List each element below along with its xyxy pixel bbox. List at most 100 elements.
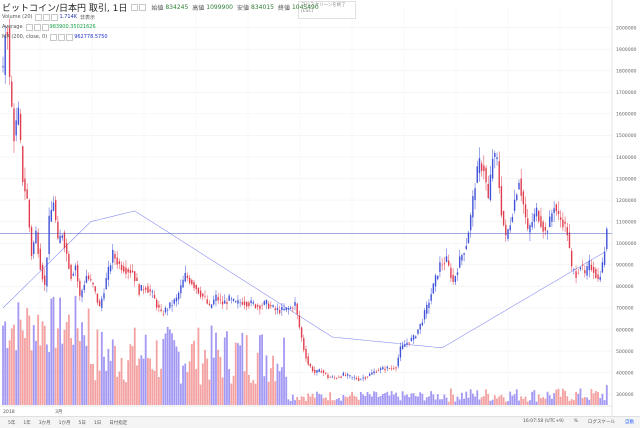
volume-bar [388,395,391,405]
timeframe-5d[interactable]: 5日 [78,420,86,426]
indicator-name[interactable]: MA (200, close, 0) [2,34,48,40]
volume-bar [98,370,101,405]
candle-body [65,243,68,254]
candle-body [85,275,88,283]
candle-body [474,188,476,201]
volume-bar [399,400,402,405]
volume-bar [487,394,490,405]
candle-body [272,305,274,307]
volume-bar [63,329,66,405]
volume-bar [327,400,329,405]
volume-bar [531,391,534,405]
candle-body [412,335,415,340]
candle-body [533,213,536,222]
timeframe-3m[interactable]: 3か月 [38,420,51,426]
candle-body [215,294,217,301]
timeframe-1d[interactable]: 1日 [93,420,102,426]
volume-bar [37,314,40,405]
volume-bar [526,401,529,405]
volume-bar [417,396,419,405]
volume-bar [586,397,588,405]
candle-body [193,282,195,288]
settings-icon[interactable] [131,3,139,11]
indicator-name[interactable]: Volume (20) [2,14,33,20]
volume-bar [173,340,176,405]
volume-bar [428,396,430,405]
candle-body [390,368,393,369]
symbol-title[interactable]: ビットコイン/日本円 取引, 1日 [2,3,128,14]
candle-body [338,377,340,378]
candle-body [254,304,257,308]
time-axis: 2018 3月 [0,405,612,415]
candle-body [575,271,577,278]
candle-body [61,235,63,238]
candle-body [289,307,292,309]
percent-button[interactable]: % [573,419,578,424]
candle-body [399,346,402,358]
indicator-value: 962778.5750 [74,34,108,40]
candle-body [298,315,301,328]
volume-bar [107,348,110,405]
volume-bar [136,365,138,405]
volume-bar [355,396,358,405]
candle-body [549,216,551,228]
candle-body [92,282,94,285]
fullscreen-exit-tooltip: フルスクリーンを終了 (ESC) [298,1,356,19]
candle-body [186,275,189,279]
candle-body [509,225,511,231]
candle-body [505,224,507,236]
gear-icon[interactable] [43,13,51,21]
volume-bar [131,346,134,405]
volume-bar [601,393,604,405]
ohlc-low-label: 安値 [237,4,250,12]
candle-body [39,248,42,270]
candle-body [134,271,136,282]
candle-body [458,256,461,268]
date-range-button[interactable]: 日付指定 [109,420,128,426]
eye-icon[interactable] [35,13,43,21]
volume-bar [186,372,189,405]
auto-scale-button[interactable]: 自動 [625,420,634,425]
indicator-ma-row: MA (200, close, 0) 962778.5750 [2,32,323,42]
timeframe-1y[interactable]: 1年 [23,420,31,426]
close-icon[interactable] [41,23,49,31]
volume-bar [296,396,299,405]
close-icon[interactable] [51,13,59,21]
candle-body [278,310,281,314]
volume-bar [46,344,48,405]
volume-bar [78,341,81,405]
volume-bar [241,332,244,405]
volume-bar [127,360,130,405]
candle-body [527,218,529,229]
volume-bar [480,397,483,405]
timeframe-5y[interactable]: 5年 [8,420,16,426]
volume-bar [500,394,503,405]
candle-body [210,304,213,308]
volume-bar [215,332,217,405]
candle-body [513,199,516,211]
indicator-name[interactable]: Average [2,24,23,30]
candle-body [72,273,74,276]
gear-icon[interactable] [58,33,66,41]
price-label: 1600000 [616,112,637,118]
hide-icon[interactable] [139,3,147,11]
candle-body [437,275,439,280]
gear-icon[interactable] [33,23,41,31]
eye-icon[interactable] [25,23,33,31]
timeframe-1m[interactable]: 1か月 [58,420,71,426]
candle-body [461,255,463,261]
volume-bar [168,329,171,405]
candle-body [333,377,336,379]
volume-bar [373,391,375,405]
eye-icon[interactable] [50,33,58,41]
candle-body [410,337,413,342]
candle-body [454,276,457,283]
candle-body [426,304,428,314]
volume-bar [151,369,154,405]
log-scale-button[interactable]: ログスケール [588,420,615,425]
price-label: 1900000 [616,47,637,53]
close-icon[interactable] [66,33,74,41]
volume-bar [188,361,191,405]
candle-body [202,293,204,297]
